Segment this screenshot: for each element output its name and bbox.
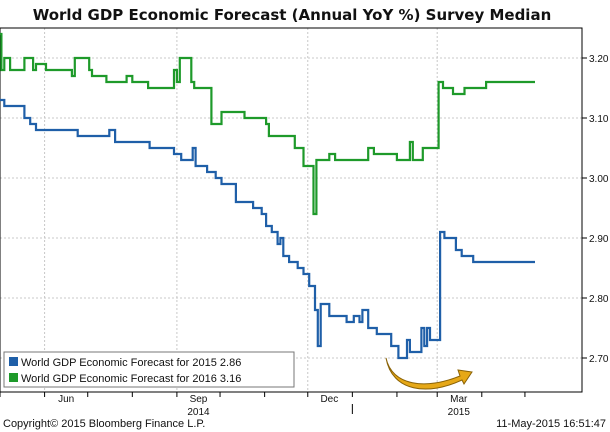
x-tick-label: Mar	[450, 394, 468, 405]
legend-label-2016: World GDP Economic Forecast for 2016 3.1…	[21, 373, 241, 385]
copyright: Copyright© 2015 Bloomberg Finance L.P.	[3, 418, 205, 430]
y-axis: 3.20 3.10 3.00 2.90 2.80 2.70	[582, 54, 609, 365]
y-tick-label: 3.00	[589, 174, 609, 185]
plot-frame	[0, 27, 583, 393]
timestamp: 11-May-2015 16:51:47	[496, 418, 606, 430]
chart-title: World GDP Economic Forecast (Annual YoY …	[33, 6, 552, 24]
x-tick-label: Jun	[58, 394, 74, 405]
legend-swatch-2016	[9, 373, 18, 382]
series-group	[0, 32, 535, 360]
curved-arrow-icon	[385, 357, 473, 390]
legend-swatch-2015	[9, 357, 18, 366]
y-tick-label: 3.10	[589, 114, 609, 125]
x-tick-label: Sep	[190, 394, 208, 405]
y-tick-label: 2.70	[589, 354, 609, 365]
x-year-label: 2015	[448, 407, 471, 418]
grid	[0, 28, 582, 392]
y-tick-label: 2.80	[589, 294, 609, 305]
legend: World GDP Economic Forecast for 2015 2.8…	[3, 351, 295, 388]
series-line	[0, 32, 535, 216]
x-tick-label: Dec	[320, 394, 338, 405]
x-axis: Jun Sep Dec Mar 2014 2015	[0, 392, 526, 418]
series-2016	[0, 32, 535, 216]
y-tick-label: 2.90	[589, 234, 609, 245]
y-tick-label: 3.20	[589, 54, 609, 65]
legend-label-2015: World GDP Economic Forecast for 2015 2.8…	[21, 357, 241, 369]
series-2015	[0, 98, 535, 360]
x-year-label: 2014	[187, 407, 210, 418]
legend-box	[3, 351, 295, 388]
series-line	[0, 98, 535, 360]
